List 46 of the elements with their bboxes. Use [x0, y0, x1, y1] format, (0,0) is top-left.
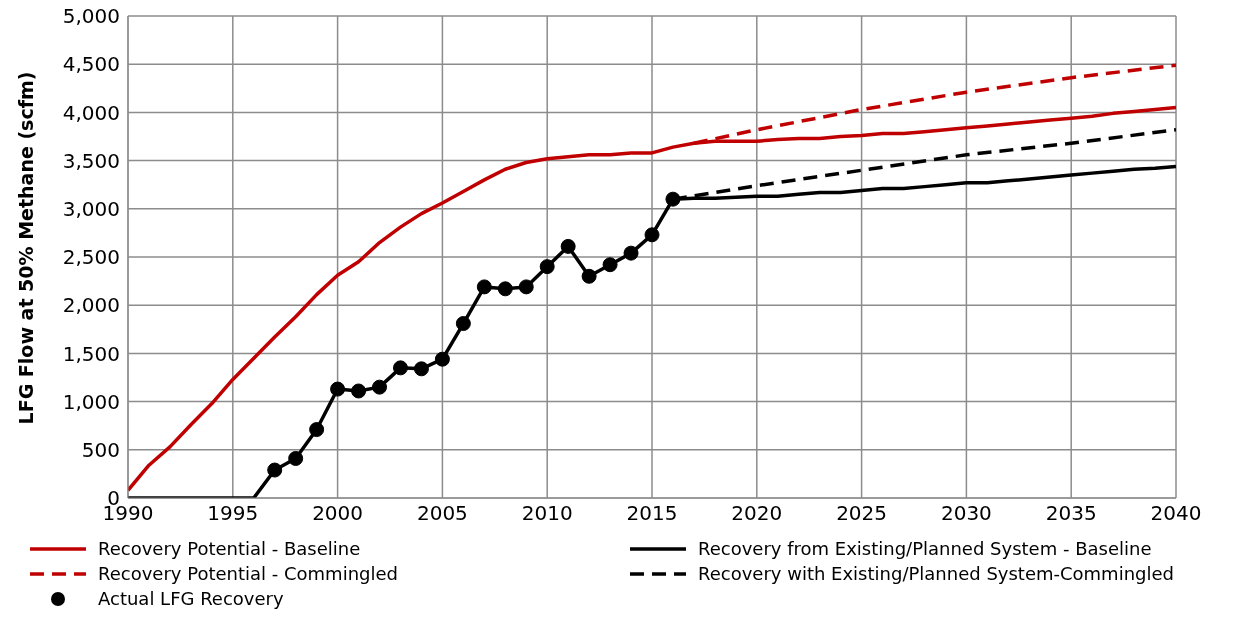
y-axis-title: LFG Flow at 50% Methane (scfm)	[15, 71, 37, 425]
point	[455, 316, 471, 332]
point	[309, 422, 325, 438]
x-tick-label: 2000	[312, 501, 364, 526]
point	[581, 268, 597, 284]
point	[330, 381, 346, 397]
x-tick-label: 2005	[416, 501, 468, 526]
y-tick-label: 4,500	[62, 52, 120, 77]
point	[602, 257, 618, 273]
point	[560, 238, 576, 254]
point	[288, 450, 304, 466]
point	[476, 279, 492, 295]
point	[413, 361, 429, 377]
x-tick-label: 2015	[626, 501, 678, 526]
point	[434, 351, 450, 367]
point	[267, 462, 283, 478]
point	[392, 360, 408, 376]
x-tick-label: 2030	[940, 501, 992, 526]
x-tick-label: 2025	[836, 501, 888, 526]
legend-label: Recovery Potential - Baseline	[98, 538, 361, 559]
y-tick-label: 1,500	[62, 341, 120, 366]
y-tick-label: 3,000	[62, 196, 120, 221]
point	[518, 279, 534, 295]
point	[539, 259, 555, 275]
y-tick-label: 1,000	[62, 389, 120, 414]
point	[665, 191, 681, 207]
y-tick-label: 500	[81, 437, 120, 462]
x-tick-label: 2040	[1150, 501, 1202, 526]
y-tick-label: 3,500	[62, 148, 120, 173]
x-tick-label: 2020	[731, 501, 783, 526]
y-tick-label: 2,500	[62, 245, 120, 270]
y-tick-label: 5,000	[62, 4, 120, 29]
y-tick-label: 2,000	[62, 293, 120, 318]
point	[497, 281, 513, 297]
point	[644, 227, 660, 243]
point	[351, 383, 367, 399]
legend-label: Recovery Potential - Commingled	[98, 563, 398, 584]
x-tick-label: 1995	[207, 501, 259, 526]
x-tick-label: 2010	[521, 501, 573, 526]
point	[623, 245, 639, 261]
point	[372, 379, 388, 395]
x-tick-label: 2035	[1045, 501, 1097, 526]
y-tick-label: 4,000	[62, 100, 120, 125]
legend-label: Recovery from Existing/Planned System - Baseline	[698, 538, 1152, 559]
legend-label: Actual LFG Recovery	[98, 588, 284, 609]
legend-label: Recovery with Existing/Planned System-Commingled	[698, 563, 1174, 584]
